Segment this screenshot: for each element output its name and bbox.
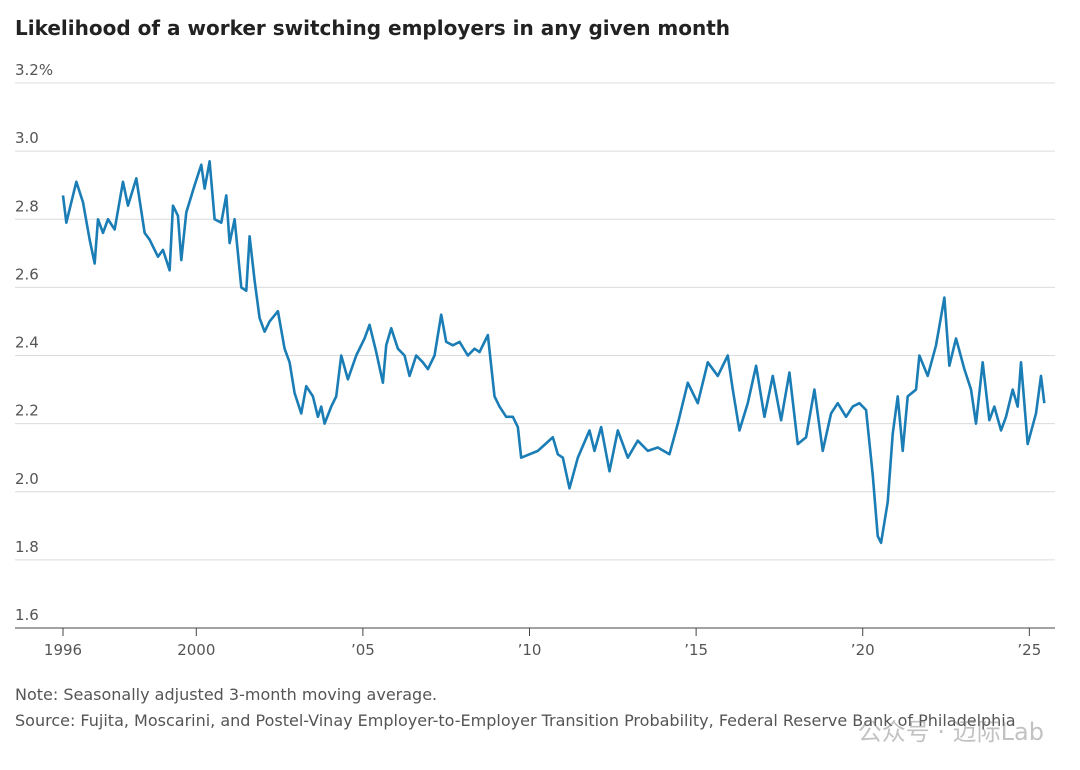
data-line: [61, 160, 1046, 545]
notes: Note: Seasonally adjusted 3-month moving…: [15, 682, 1060, 734]
note: Note: Seasonally adjusted 3-month moving…: [15, 685, 438, 704]
x-tick-label: 1996: [44, 641, 82, 659]
y-tick-label: 2.8: [15, 197, 39, 215]
watermark: 公众号 · 迈际Lab: [857, 718, 1044, 746]
y-tick-label: 1.6: [15, 606, 39, 624]
y-tick-label: 1.8: [15, 538, 39, 556]
x-tick-label: ’05: [351, 641, 375, 659]
y-tick-label: 3.0: [15, 129, 39, 147]
x-tick-label: ’20: [851, 641, 875, 659]
y-tick-label: 2.2: [15, 402, 39, 420]
x-tick-label: ’15: [684, 641, 708, 659]
chart: Likelihood of a worker switching employe…: [15, 16, 1055, 659]
chart-title: Likelihood of a worker switching employe…: [15, 16, 730, 40]
y-tick-label: 2.4: [15, 334, 39, 352]
x-tick-label: ’25: [1017, 641, 1041, 659]
y-tick-label: 2.0: [15, 470, 39, 488]
x-tick-label: ’10: [518, 641, 542, 659]
x-tick-label: 2000: [177, 641, 215, 659]
source: Source: Fujita, Moscarini, and Postel-Vi…: [15, 711, 1016, 730]
y-tick-label: 2.6: [15, 265, 39, 283]
y-tick-label: 3.2%: [15, 61, 53, 79]
